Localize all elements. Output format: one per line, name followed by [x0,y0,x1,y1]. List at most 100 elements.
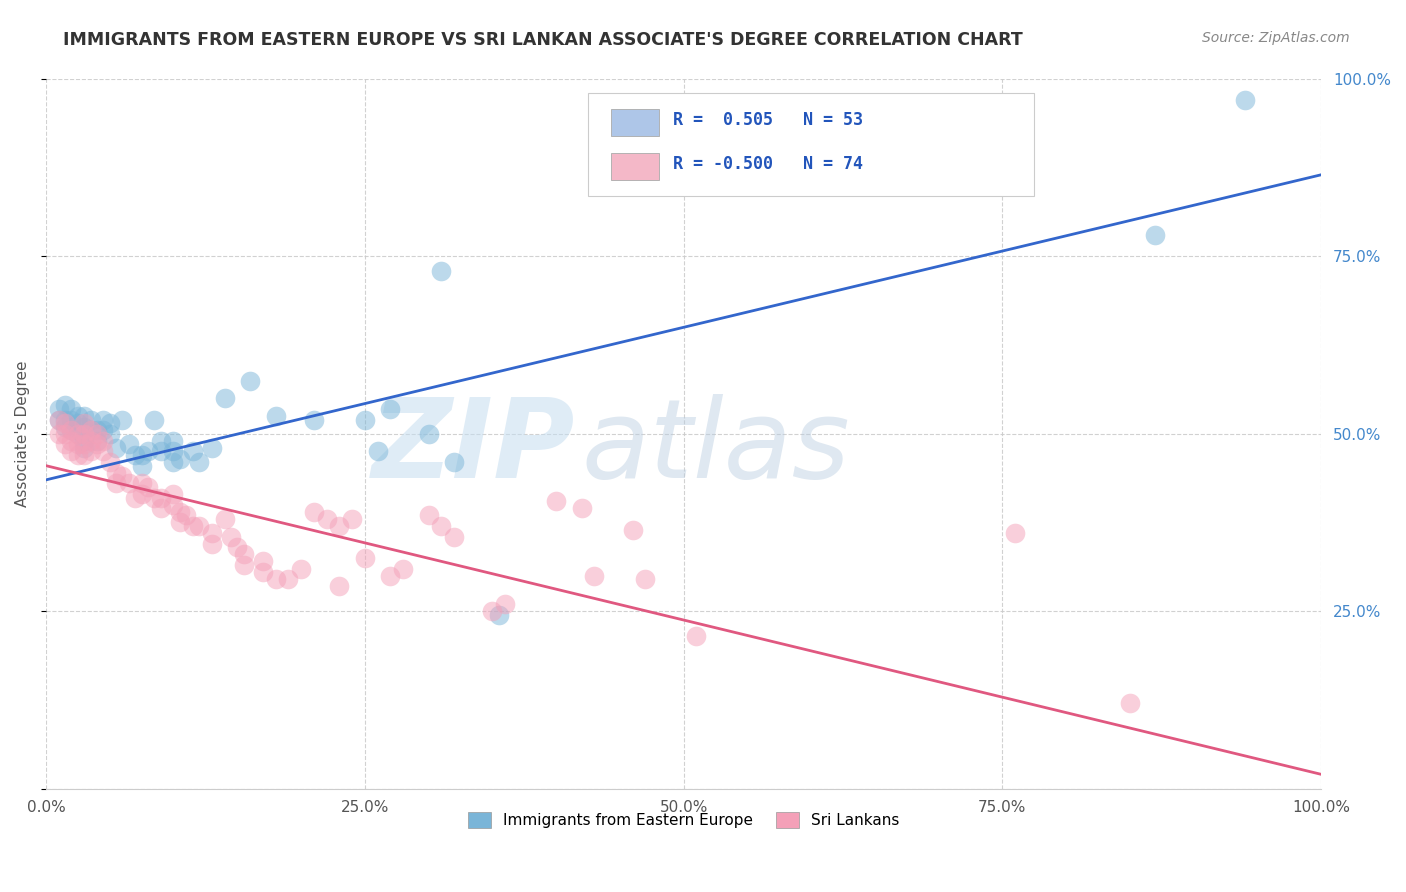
Point [66,448,89,462]
Point [353,550,375,565]
Point [60,401,83,416]
Point [118,437,141,451]
Point [79,412,101,426]
Point [66,426,89,441]
Point [226,541,249,555]
Point [214,391,236,405]
Point [53,437,76,451]
Point [66,409,89,423]
Point [162,498,184,512]
Point [86,437,108,451]
Point [169,505,191,519]
Point [621,523,644,537]
Point [98,426,121,441]
Point [93,423,115,437]
Point [66,416,89,430]
Point [392,561,415,575]
Text: R =  0.505   N = 53: R = 0.505 N = 53 [673,112,863,129]
Point [149,444,172,458]
Point [252,565,274,579]
Point [264,409,287,423]
Point [93,444,115,458]
Point [380,401,402,416]
Point [66,437,89,451]
Point [252,554,274,568]
Point [79,444,101,458]
Point [1004,526,1026,541]
Point [302,412,325,426]
Point [239,374,262,388]
Point [430,519,453,533]
Point [48,412,70,426]
Point [380,568,402,582]
Point [60,412,83,426]
Point [162,455,184,469]
Point [149,501,172,516]
Point [443,455,465,469]
Point [1119,697,1142,711]
Point [73,437,96,451]
Point [131,476,153,491]
Point [53,398,76,412]
Point [131,487,153,501]
Point [79,434,101,448]
Point [188,519,211,533]
Point [60,423,83,437]
Point [201,441,224,455]
Point [181,444,204,458]
Point [174,508,197,523]
Point [277,572,299,586]
Point [73,434,96,448]
Point [111,412,134,426]
Point [1144,228,1167,243]
Point [48,426,70,441]
Point [124,448,146,462]
Point [634,572,657,586]
Text: Source: ZipAtlas.com: Source: ZipAtlas.com [1202,31,1350,45]
Point [418,508,440,523]
Point [685,629,707,643]
Point [488,607,510,622]
Point [481,604,503,618]
Point [494,597,516,611]
Point [328,579,350,593]
FancyBboxPatch shape [610,109,659,136]
Point [181,519,204,533]
Point [73,409,96,423]
Point [188,455,211,469]
Point [443,530,465,544]
Point [60,444,83,458]
Point [162,487,184,501]
Point [53,426,76,441]
Point [105,466,128,480]
Point [544,494,567,508]
Point [201,537,224,551]
Point [48,412,70,426]
FancyBboxPatch shape [588,93,1035,196]
Point [79,423,101,437]
Point [143,491,166,505]
Point [118,476,141,491]
Point [302,505,325,519]
Point [149,434,172,448]
Point [86,426,108,441]
Point [86,423,108,437]
Point [418,426,440,441]
Point [60,434,83,448]
Point [169,516,191,530]
Point [53,412,76,426]
Point [149,491,172,505]
Point [136,480,159,494]
Point [143,412,166,426]
Point [232,547,254,561]
Point [1233,93,1256,107]
Point [201,526,224,541]
Point [169,451,191,466]
Point [66,426,89,441]
Legend: Immigrants from Eastern Europe, Sri Lankans: Immigrants from Eastern Europe, Sri Lank… [461,805,905,834]
Text: R = -0.500   N = 74: R = -0.500 N = 74 [673,155,863,173]
Text: IMMIGRANTS FROM EASTERN EUROPE VS SRI LANKAN ASSOCIATE'S DEGREE CORRELATION CHAR: IMMIGRANTS FROM EASTERN EUROPE VS SRI LA… [63,31,1024,49]
Point [131,448,153,462]
Point [430,263,453,277]
Point [111,469,134,483]
